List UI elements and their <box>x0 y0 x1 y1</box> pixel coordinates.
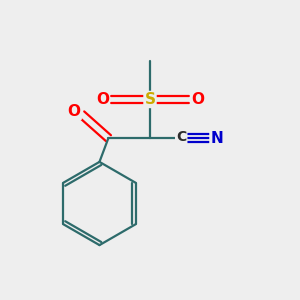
Text: O: O <box>96 92 109 107</box>
Text: S: S <box>145 92 155 107</box>
Text: O: O <box>68 104 81 119</box>
Text: N: N <box>211 130 223 146</box>
Text: C: C <box>176 130 186 144</box>
Text: O: O <box>191 92 204 107</box>
